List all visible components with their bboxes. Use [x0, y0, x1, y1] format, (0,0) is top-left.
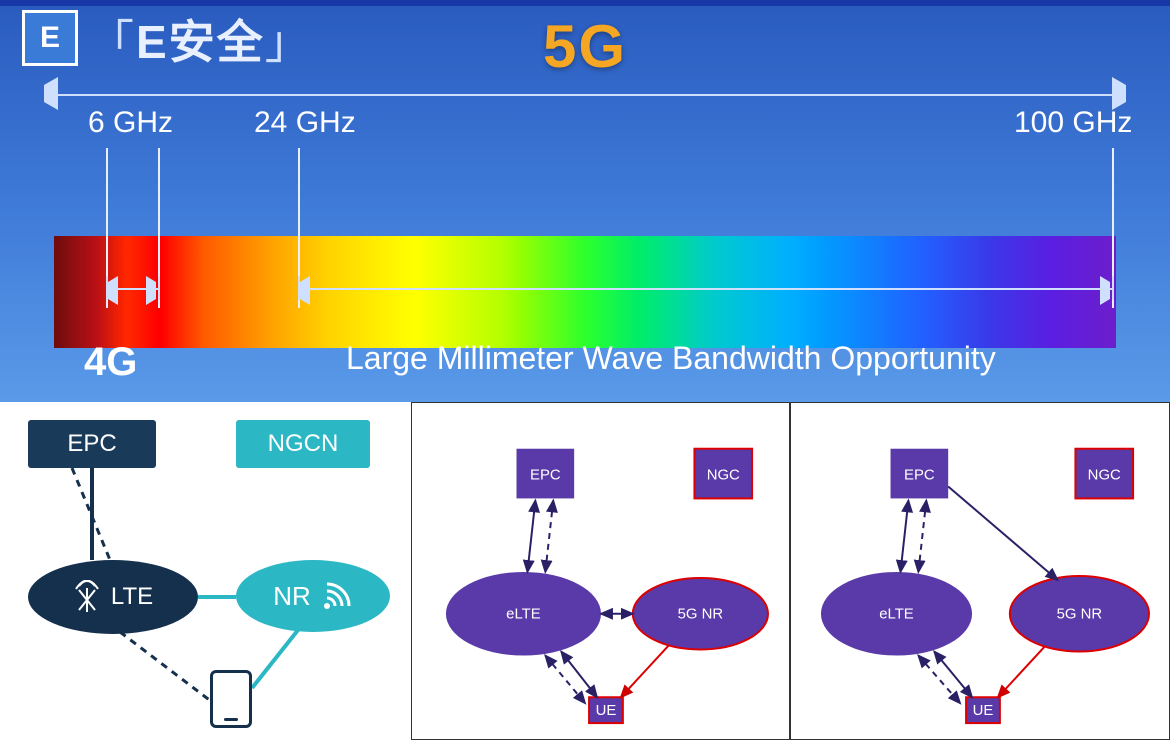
title-5g: 5G — [543, 12, 627, 81]
antenna-icon — [73, 580, 101, 614]
spectrum-panel: E 「E安全」 5G 6 GHz 24 GHz 100 GHz 4G — [0, 0, 1170, 402]
node-lte: LTE — [28, 560, 198, 634]
p2-label-5gnr: 5G NR — [678, 607, 724, 623]
node-ngcn-label: NGCN — [268, 430, 339, 458]
p3-label-ngc: NGC — [1088, 468, 1121, 484]
spectrum-top-axis — [54, 82, 1116, 106]
p2-label-elte: eLTE — [506, 607, 541, 623]
arch-panel-2: EPC NGC eLTE 5G NR UE — [411, 402, 790, 740]
arch-panel-3: EPC NGC eLTE 5G NR UE — [790, 402, 1170, 740]
wifi-icon — [323, 582, 353, 610]
freq-label-100: 100 GHz — [1014, 106, 1132, 140]
logo-letter: E — [40, 21, 60, 55]
arch-panel-1: EPC NGCN LTE NR — [0, 402, 411, 740]
logo-text: 「E安全」 — [88, 6, 313, 72]
node-epc-label: EPC — [67, 430, 116, 458]
label-4g: 4G — [84, 340, 137, 385]
node-lte-label: LTE — [111, 583, 153, 611]
freq-label-24: 24 GHz — [254, 106, 356, 140]
bottom-axes — [54, 288, 1116, 348]
logo-text-value: E安全 — [136, 16, 265, 68]
p3-label-elte: eLTE — [879, 607, 914, 623]
label-mmwave: Large Millimeter Wave Bandwidth Opportun… — [346, 340, 996, 377]
p2-label-ue: UE — [596, 703, 617, 719]
p2-label-epc: EPC — [530, 468, 561, 484]
node-epc: EPC — [28, 420, 156, 468]
logo-badge: E — [22, 10, 78, 66]
arrow-right-icon — [1112, 85, 1126, 103]
bottom-row: EPC NGCN LTE NR EPC — [0, 402, 1170, 740]
spectrum-wrap — [54, 82, 1116, 106]
p3-label-ue: UE — [973, 703, 994, 719]
p3-label-5gnr: 5G NR — [1057, 607, 1103, 623]
p3-label-epc: EPC — [904, 468, 935, 484]
node-ngcn: NGCN — [236, 420, 370, 468]
phone-icon — [210, 670, 252, 728]
node-nr: NR — [236, 560, 390, 632]
node-nr-label: NR — [273, 581, 311, 612]
p2-label-ngc: NGC — [707, 468, 740, 484]
freq-label-6: 6 GHz — [88, 106, 173, 140]
